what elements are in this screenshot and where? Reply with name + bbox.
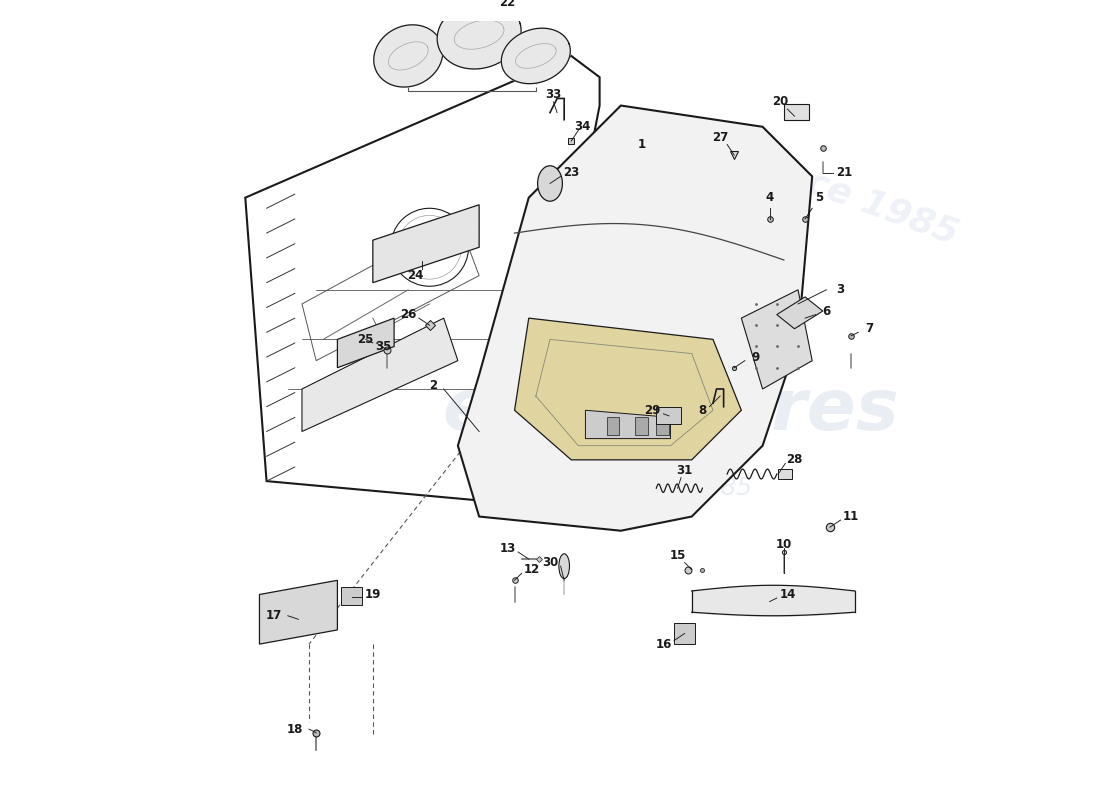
Text: 7: 7 <box>865 322 873 335</box>
Text: 9: 9 <box>751 350 760 364</box>
Text: 1: 1 <box>638 138 646 151</box>
Text: 8: 8 <box>698 404 706 417</box>
Polygon shape <box>515 318 741 460</box>
Text: 14: 14 <box>779 588 795 601</box>
Text: a passion since 1985: a passion since 1985 <box>490 476 752 500</box>
Text: 2: 2 <box>429 379 437 392</box>
Text: 30: 30 <box>542 556 558 569</box>
Text: 11: 11 <box>843 510 859 523</box>
Text: 13: 13 <box>499 542 516 555</box>
Text: 27: 27 <box>712 131 728 144</box>
Polygon shape <box>341 587 362 605</box>
Ellipse shape <box>538 166 562 202</box>
Polygon shape <box>373 205 480 282</box>
Text: 15: 15 <box>670 549 685 562</box>
Bar <box>784 104 808 120</box>
Text: 5: 5 <box>815 191 824 204</box>
Text: 29: 29 <box>645 404 661 417</box>
Text: 25: 25 <box>358 333 374 346</box>
Text: 19: 19 <box>365 588 381 601</box>
Text: 22: 22 <box>499 0 516 10</box>
Polygon shape <box>374 25 443 87</box>
Polygon shape <box>458 106 812 530</box>
Bar <box>657 418 669 435</box>
Polygon shape <box>741 290 812 389</box>
Polygon shape <box>585 410 671 438</box>
Polygon shape <box>302 318 458 431</box>
Text: 26: 26 <box>400 308 417 321</box>
Bar <box>778 469 792 479</box>
Text: 10: 10 <box>776 538 792 551</box>
Text: eurospares: eurospares <box>442 376 899 445</box>
Text: 4: 4 <box>766 191 773 204</box>
Polygon shape <box>777 297 823 329</box>
Text: 6: 6 <box>822 305 830 318</box>
Polygon shape <box>674 623 695 644</box>
Polygon shape <box>437 0 521 69</box>
Text: 31: 31 <box>676 464 693 477</box>
Polygon shape <box>338 318 394 368</box>
Polygon shape <box>260 580 338 644</box>
Text: 35: 35 <box>375 340 392 353</box>
Text: 33: 33 <box>546 89 562 102</box>
Text: 18: 18 <box>287 722 304 736</box>
Polygon shape <box>502 28 570 84</box>
Bar <box>635 418 648 435</box>
Text: 17: 17 <box>265 610 282 622</box>
Polygon shape <box>657 406 681 425</box>
Text: 3: 3 <box>836 283 845 296</box>
Text: 24: 24 <box>407 269 424 282</box>
Text: 23: 23 <box>563 166 580 179</box>
Text: 16: 16 <box>656 638 672 650</box>
Text: 21: 21 <box>836 166 852 179</box>
Text: since 1985: since 1985 <box>746 144 964 251</box>
Text: 34: 34 <box>574 120 590 134</box>
Ellipse shape <box>559 554 570 578</box>
Text: 20: 20 <box>772 95 789 109</box>
Text: 28: 28 <box>786 454 803 466</box>
Bar <box>607 418 619 435</box>
Text: 12: 12 <box>525 563 540 576</box>
